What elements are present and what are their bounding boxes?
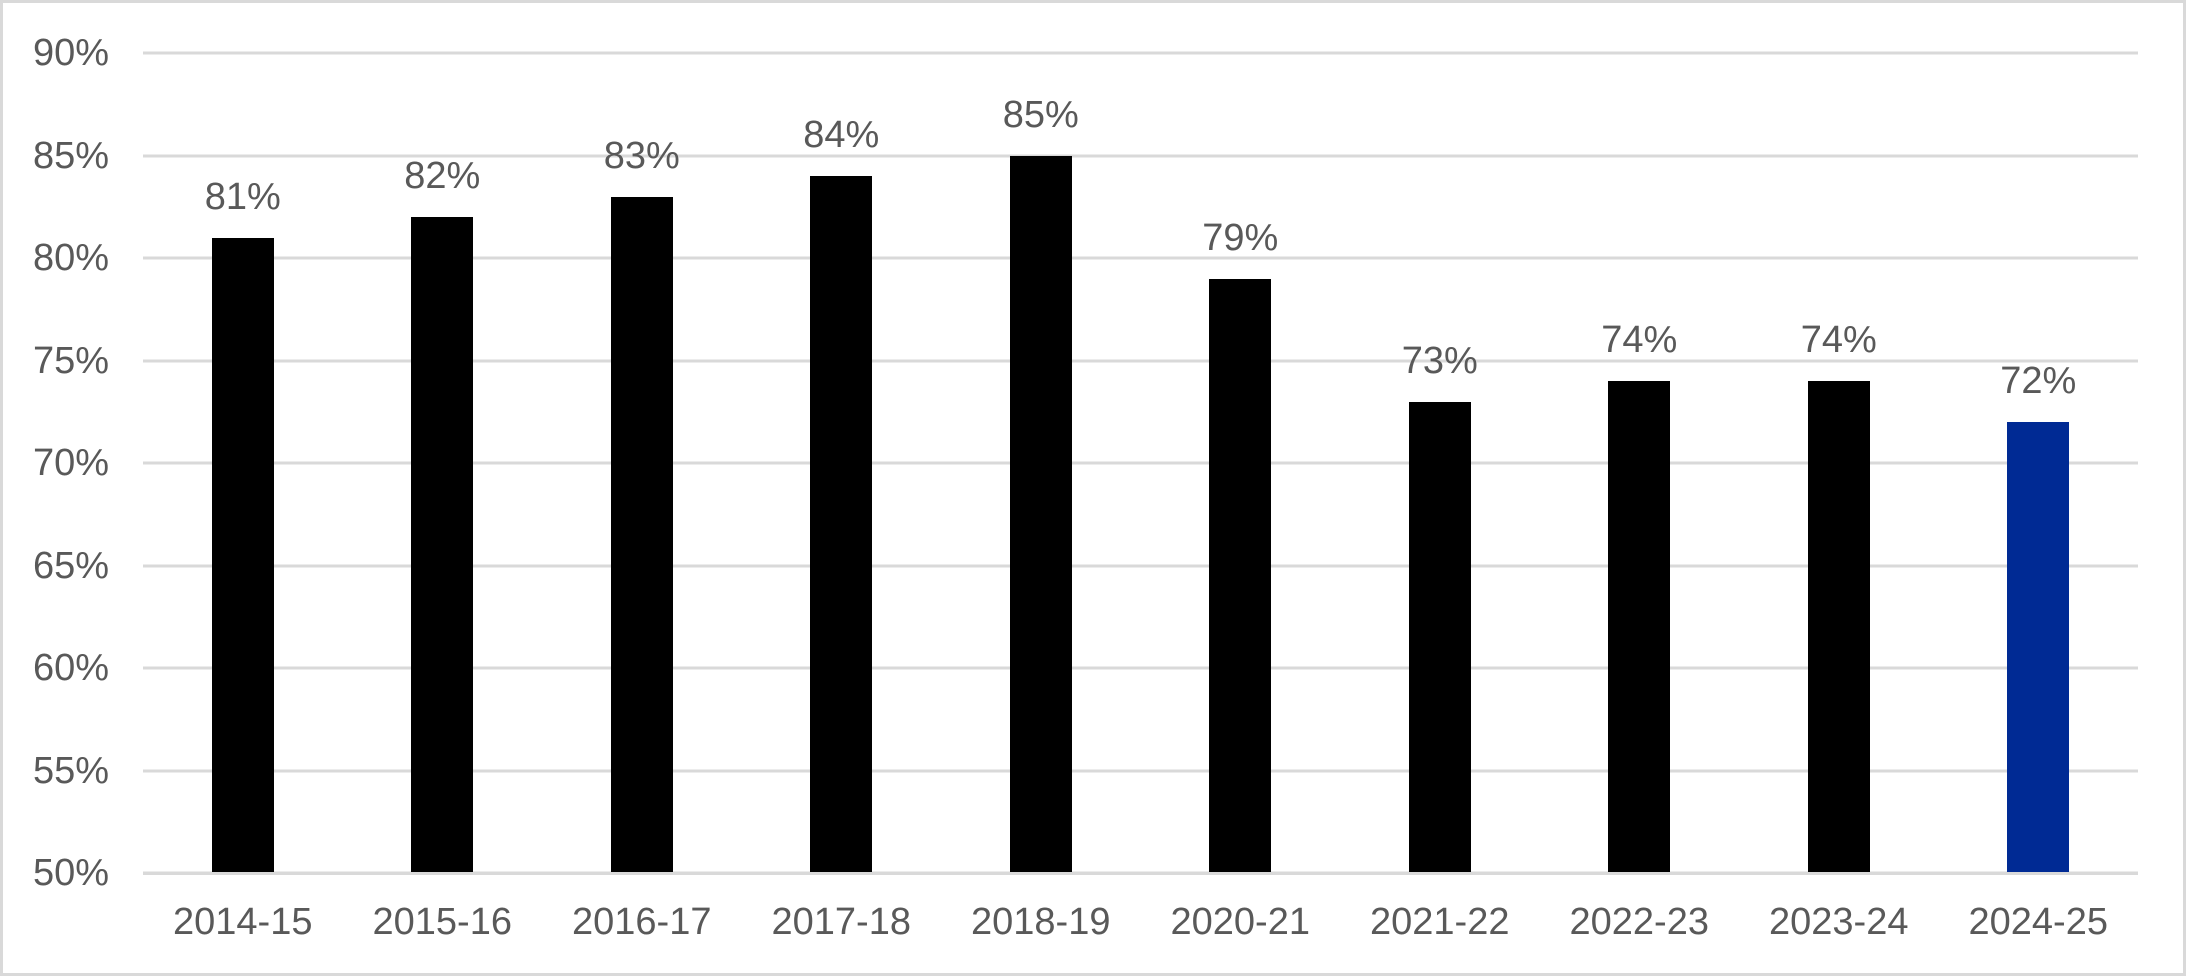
x-axis-tick-label: 2018-19	[971, 901, 1111, 943]
gridline	[143, 769, 2138, 772]
bar-2021-22	[1408, 401, 1471, 873]
bar-2015-16	[411, 217, 474, 873]
data-label: 83%	[603, 134, 680, 177]
data-label: 73%	[1401, 339, 1478, 382]
y-axis-tick-label: 60%	[32, 647, 109, 689]
bar-2016-17	[610, 196, 673, 873]
data-label: 85%	[1002, 93, 1079, 136]
y-axis-tick-label: 90%	[32, 32, 109, 74]
data-label: 74%	[1601, 319, 1678, 361]
bar-2018-19	[1009, 155, 1072, 873]
y-axis-tick-label: 85%	[32, 134, 109, 177]
gridline	[143, 461, 2138, 465]
x-axis-tick-label: 2024-25	[1968, 901, 2108, 943]
x-axis-tick-label: 2016-17	[572, 901, 712, 943]
x-axis-line	[143, 872, 2138, 875]
bar-2017-18	[810, 176, 873, 873]
gridline	[143, 564, 2138, 567]
gridline	[143, 154, 2138, 157]
bar-2024-25	[2007, 422, 2070, 873]
gridline	[143, 256, 2138, 260]
y-axis-tick-label: 55%	[32, 749, 109, 792]
data-label: 79%	[1202, 216, 1279, 259]
data-label: 72%	[2000, 360, 2077, 402]
gridline	[143, 666, 2138, 670]
x-axis-tick-label: 2023-24	[1769, 901, 1909, 943]
y-axis-tick-label: 65%	[32, 544, 109, 587]
bar-2022-23	[1608, 381, 1671, 873]
x-axis-tick-label: 2021-22	[1370, 901, 1510, 943]
x-axis-tick-label: 2015-16	[372, 901, 512, 943]
y-axis-tick-label: 80%	[32, 237, 109, 279]
bar-2014-15	[211, 237, 274, 873]
data-label: 81%	[204, 175, 281, 218]
gridline	[143, 359, 2138, 362]
x-axis-tick-label: 2022-23	[1569, 901, 1709, 943]
x-axis-tick-label: 2017-18	[771, 901, 911, 943]
bar-2023-24	[1807, 381, 1870, 873]
data-label: 84%	[803, 114, 880, 156]
x-axis-tick-label: 2020-21	[1170, 901, 1310, 943]
y-axis-tick-label: 75%	[32, 339, 109, 382]
y-axis-tick-label: 50%	[32, 852, 109, 894]
data-label: 74%	[1800, 319, 1877, 361]
gridline	[143, 51, 2138, 55]
data-label: 82%	[404, 155, 481, 197]
x-axis-tick-label: 2014-15	[173, 901, 313, 943]
y-axis-tick-label: 70%	[32, 442, 109, 484]
bar-2020-21	[1209, 278, 1272, 873]
